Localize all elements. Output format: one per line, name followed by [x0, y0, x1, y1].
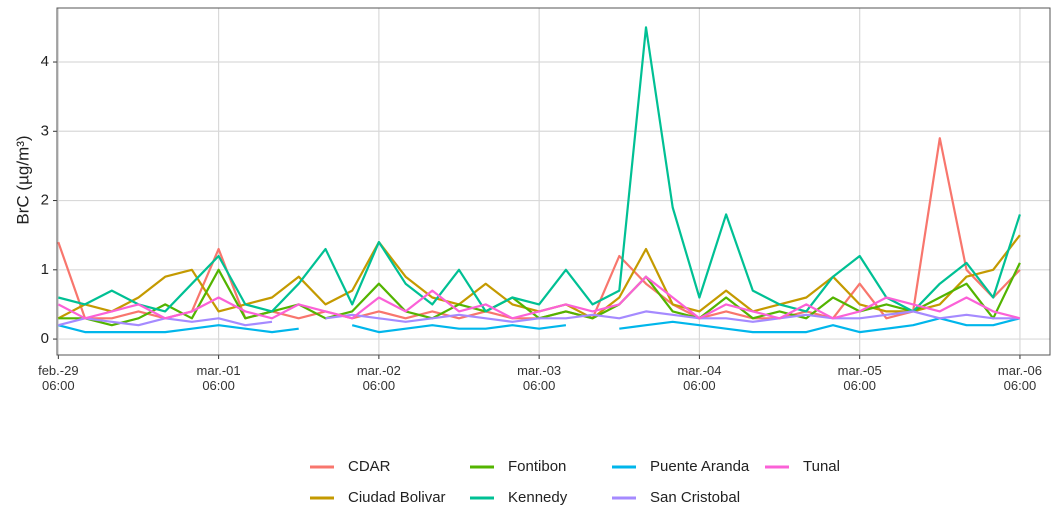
- legend-label: Tunal: [803, 458, 840, 475]
- x-tick-label: mar.-02 06:00: [356, 363, 401, 393]
- plot-border: [56, 7, 1051, 356]
- y-axis-label: BrC (µg/m³): [13, 135, 32, 224]
- x-tick-label: mar.-01 06:00: [196, 363, 241, 393]
- series-line: [58, 317, 1021, 334]
- x-tick-label: mar.-06 06:00: [997, 363, 1042, 393]
- y-tick-label: 1: [41, 261, 49, 278]
- x-tick-label: mar.-04 06:00: [677, 363, 722, 393]
- y-tick-label: 0: [41, 330, 49, 347]
- y-tick-label: 2: [41, 192, 49, 209]
- series-line: [58, 26, 1021, 313]
- y-tick-label: 3: [41, 122, 49, 139]
- legend-label: Kennedy: [508, 489, 568, 506]
- y-tick-label: 4: [41, 53, 49, 70]
- x-tick-label: mar.-05 06:00: [837, 363, 882, 393]
- legend-label: Ciudad Bolivar: [348, 489, 446, 506]
- plot-panel: [57, 8, 1050, 355]
- x-tick-label: mar.-03 06:00: [517, 363, 562, 393]
- legend-label: CDAR: [348, 458, 391, 475]
- legend-label: San Cristobal: [650, 489, 740, 506]
- x-tick-label: feb.-29 06:00: [38, 363, 79, 393]
- legend-label: Puente Aranda: [650, 458, 750, 475]
- series-line: [57, 275, 1021, 320]
- legend-label: Fontibon: [508, 458, 566, 475]
